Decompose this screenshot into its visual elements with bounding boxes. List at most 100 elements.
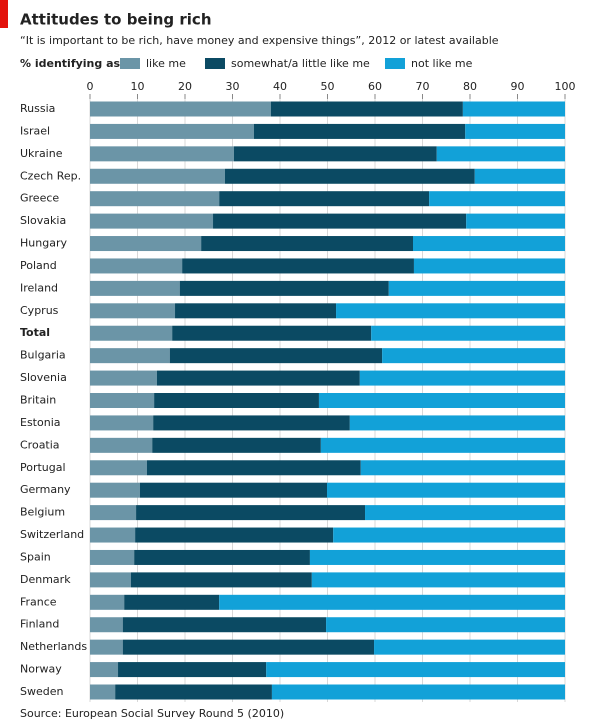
bar-segment	[213, 213, 467, 229]
bar-segment	[90, 303, 176, 319]
legend-swatch	[385, 58, 405, 69]
y-tick-label: Portugal	[20, 461, 66, 474]
bar-segment	[224, 168, 475, 184]
bar-segment	[152, 437, 321, 453]
y-tick-label: France	[20, 595, 57, 608]
bar-segment	[169, 348, 383, 364]
y-tick-label: Norway	[20, 663, 62, 676]
bar-segment	[318, 393, 565, 408]
bar-segment	[90, 505, 137, 521]
bar-segment	[182, 258, 414, 274]
bar-segment	[90, 617, 123, 633]
bar-segment	[90, 146, 234, 162]
bar-segment	[147, 460, 361, 476]
bar-segment	[309, 549, 565, 565]
bar-segment	[90, 549, 135, 565]
y-tick-label: Ireland	[20, 281, 58, 294]
bar-segment	[382, 348, 565, 364]
bar-segment	[175, 303, 337, 319]
bar-segment	[333, 527, 565, 543]
bar-segment	[90, 393, 155, 408]
y-tick-label: Israel	[20, 124, 50, 137]
bar-segment	[90, 482, 140, 498]
bar-segment	[90, 415, 154, 431]
bar-segment	[462, 101, 565, 117]
x-tick-label: 100	[555, 80, 576, 93]
y-tick-label: Poland	[20, 259, 57, 272]
bar-segment	[179, 280, 389, 296]
bar-segment	[327, 482, 565, 498]
bar-segment	[90, 684, 116, 700]
bar-segment	[90, 236, 202, 252]
bar-segment	[320, 437, 565, 453]
y-tick-label: Belgium	[20, 506, 65, 519]
bar-segment	[388, 280, 565, 296]
bar-segment	[153, 415, 350, 431]
bar-segment	[326, 617, 565, 633]
x-tick-label: 40	[273, 80, 287, 93]
bar-segment	[90, 460, 147, 476]
bar-segment	[90, 213, 214, 229]
bar-segment	[311, 572, 565, 588]
legend-swatch	[120, 58, 140, 69]
bar-segment	[219, 594, 565, 610]
bar-segment	[90, 437, 153, 453]
bar-segment	[374, 639, 565, 655]
bar-segment	[135, 527, 334, 543]
y-tick-label: Britain	[20, 394, 56, 407]
bar-segment	[90, 594, 125, 610]
y-tick-label: Total	[20, 326, 50, 339]
bar-segment	[466, 213, 565, 229]
legend-label: somewhat/a little like me	[231, 57, 370, 70]
y-tick-label: Finland	[20, 618, 59, 631]
bar-segment	[413, 258, 565, 274]
bar-segment	[156, 370, 360, 386]
bar-segment	[139, 482, 328, 498]
bar-segment	[90, 280, 180, 296]
y-tick-label: Ukraine	[20, 147, 63, 160]
y-tick-label: Denmark	[20, 573, 71, 586]
x-tick-label: 90	[511, 80, 525, 93]
x-tick-label: 10	[131, 80, 145, 93]
bar-segment	[122, 617, 327, 633]
bar-segment	[130, 572, 312, 588]
bar-segment	[90, 191, 220, 207]
y-tick-label: Estonia	[20, 416, 61, 429]
bar-segment	[360, 460, 565, 476]
brand-mark	[0, 0, 8, 28]
bar-segment	[124, 594, 220, 610]
bar-segment	[201, 236, 413, 252]
bar-segment	[90, 325, 173, 341]
y-tick-label: Greece	[20, 192, 59, 205]
bar-segment	[429, 191, 565, 207]
bar-segment	[134, 549, 310, 565]
x-tick-label: 30	[226, 80, 240, 93]
chart-title: Attitudes to being rich	[20, 11, 212, 29]
bar-segment	[90, 370, 157, 386]
y-tick-label: Cyprus	[20, 304, 59, 317]
y-tick-label: Slovenia	[20, 371, 67, 384]
legend-swatch	[205, 58, 225, 69]
bar-segment	[349, 415, 565, 431]
y-tick-label: Germany	[20, 483, 71, 496]
bar-segment	[436, 146, 565, 162]
legend-label: not like me	[411, 57, 473, 70]
bar-segment	[266, 662, 565, 678]
bar-segment	[474, 168, 565, 184]
bar-segment	[136, 505, 366, 521]
bar-segment	[371, 325, 565, 341]
bar-segment	[359, 370, 565, 386]
y-tick-label: Netherlands	[20, 640, 87, 653]
y-tick-label: Hungary	[20, 237, 67, 250]
bar-segment	[90, 527, 136, 543]
legend-label: like me	[146, 57, 186, 70]
x-tick-label: 80	[463, 80, 477, 93]
y-tick-label: Czech Rep.	[20, 169, 81, 182]
bar-segment	[90, 123, 254, 139]
bar-segment	[365, 505, 565, 521]
x-tick-label: 70	[416, 80, 430, 93]
y-tick-label: Switzerland	[20, 528, 84, 541]
y-tick-label: Sweden	[20, 685, 63, 698]
bar-segment	[122, 639, 375, 655]
